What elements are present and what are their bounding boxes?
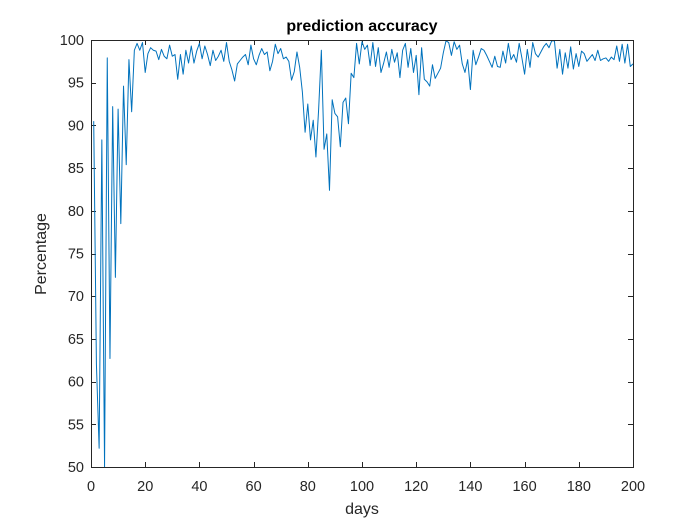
y-tick-label: 65 (68, 332, 84, 348)
x-tick-label: 60 (246, 479, 262, 495)
chart-title: prediction accuracy (286, 18, 437, 35)
x-tick-label: 120 (404, 479, 428, 495)
y-tick-label: 55 (68, 417, 84, 433)
y-tick-label: 50 (68, 460, 84, 476)
y-tick-label: 75 (68, 247, 84, 263)
x-tick-label: 160 (512, 479, 536, 495)
x-tick-label: 140 (458, 479, 482, 495)
y-tick-label: 95 (68, 76, 84, 92)
y-tick-label: 60 (68, 375, 84, 391)
y-tick-label: 80 (68, 204, 84, 220)
x-tick-label: 200 (621, 479, 645, 495)
plot-area (91, 40, 633, 467)
y-tick-label: 70 (68, 289, 84, 305)
y-tick-label: 90 (68, 118, 84, 134)
x-tick-label: 100 (350, 479, 374, 495)
x-tick-label: 20 (137, 479, 153, 495)
x-tick-label: 40 (191, 479, 207, 495)
x-tick-label: 0 (87, 479, 95, 495)
y-tick-label: 100 (60, 33, 84, 49)
series-layer (93, 40, 634, 468)
y-axis-title: Percentage (33, 213, 50, 295)
axes-box (91, 40, 634, 468)
x-tick-label: 180 (567, 479, 591, 495)
accuracy-series-line (93, 40, 634, 468)
x-axis-title: days (345, 501, 379, 518)
x-tick-label: 80 (300, 479, 316, 495)
ticks-layer: 0 20 40 60 80 100 120 140 160 180 200 50 55 60 65 70 75 8… (60, 33, 645, 495)
y-tick-label: 85 (68, 161, 84, 177)
